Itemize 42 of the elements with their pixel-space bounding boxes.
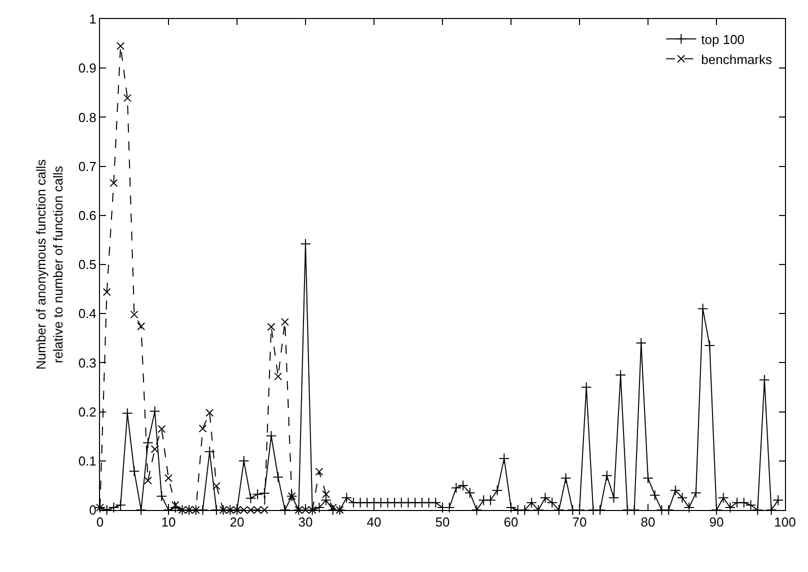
point xyxy=(150,445,159,454)
point xyxy=(137,322,146,330)
point xyxy=(102,288,111,296)
y-tick-label: 0.6 xyxy=(78,208,96,223)
x-tick-label: 90 xyxy=(709,514,724,530)
point xyxy=(130,310,138,319)
point xyxy=(164,474,172,482)
y-tick-label: 0 xyxy=(89,502,96,518)
x-tick-label: 100 xyxy=(774,514,796,530)
y-tick-label: 1 xyxy=(89,12,96,27)
point xyxy=(280,318,289,326)
y-axis-title: Number of anonymous function calls relative to number of function calls xyxy=(33,158,66,370)
point xyxy=(158,424,166,433)
point xyxy=(206,408,214,417)
point xyxy=(274,372,282,380)
point xyxy=(110,178,118,187)
y-tick-label: 0.4 xyxy=(78,306,96,322)
point xyxy=(198,424,207,432)
y-tick-label: 0.1 xyxy=(78,453,96,468)
point xyxy=(212,482,220,490)
legend-label: top 100 xyxy=(701,32,745,47)
x-tick-label: 80 xyxy=(640,514,656,530)
point xyxy=(144,476,152,485)
y-tick-label: 0.2 xyxy=(78,404,96,420)
y-tick-label: 0.5 xyxy=(78,257,96,272)
x-tick-label: 30 xyxy=(298,514,313,530)
x-tick-label: 20 xyxy=(230,514,244,530)
x-tick-label: 10 xyxy=(161,514,176,530)
x-tick-label: 60 xyxy=(504,514,518,530)
legend-label: benchmarks xyxy=(701,52,772,67)
point xyxy=(267,322,276,331)
x-tick-label: 40 xyxy=(366,514,382,530)
point xyxy=(116,42,125,50)
y-tick-label: 0.8 xyxy=(78,110,96,125)
point xyxy=(123,94,132,102)
x-tick-label: 50 xyxy=(435,514,450,530)
point xyxy=(288,492,296,500)
y-tick-label: 0.7 xyxy=(78,158,96,174)
y-tick-label: 0.9 xyxy=(78,60,96,76)
y-tick-label: 0.3 xyxy=(78,355,96,370)
point xyxy=(315,468,324,476)
x-tick-label: 70 xyxy=(572,514,587,530)
